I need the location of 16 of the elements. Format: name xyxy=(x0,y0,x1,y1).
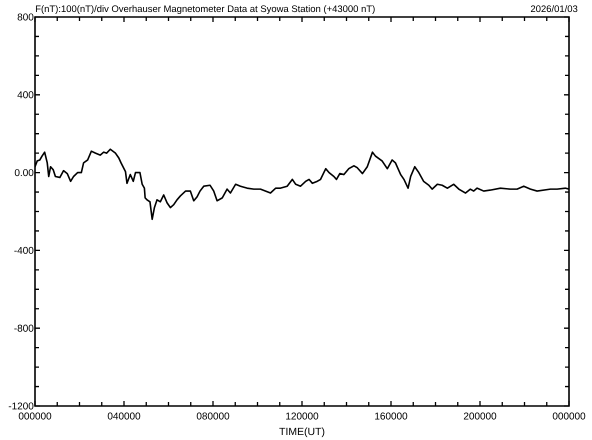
chart-subtitle: 2026/01/03 xyxy=(530,5,578,12)
y-tick-label: 0.00 xyxy=(14,169,34,176)
x-tick-label: 000000 xyxy=(552,412,586,420)
x-tick-label: 080000 xyxy=(196,412,230,420)
x-tick-label: 040000 xyxy=(108,412,140,420)
x-tick-label: 000000 xyxy=(18,412,52,420)
x-tick-label: 160000 xyxy=(375,412,408,420)
y-tick-label: 800 xyxy=(18,13,34,21)
x-tick-label: 120000 xyxy=(286,412,318,420)
x-tick-label: 200000 xyxy=(464,412,496,420)
y-tick-label: -1200 xyxy=(8,402,34,410)
x-axis-title: TIME(UT) xyxy=(279,427,324,438)
chart-title: F(nT):100(nT)/div Overhauser Magnetometer Data at Syowa Station (+43000 nT) xyxy=(36,5,375,14)
y-tick-label: -400 xyxy=(14,246,34,254)
y-tick-label: -800 xyxy=(14,324,34,332)
y-tick-label: 400 xyxy=(17,91,34,98)
